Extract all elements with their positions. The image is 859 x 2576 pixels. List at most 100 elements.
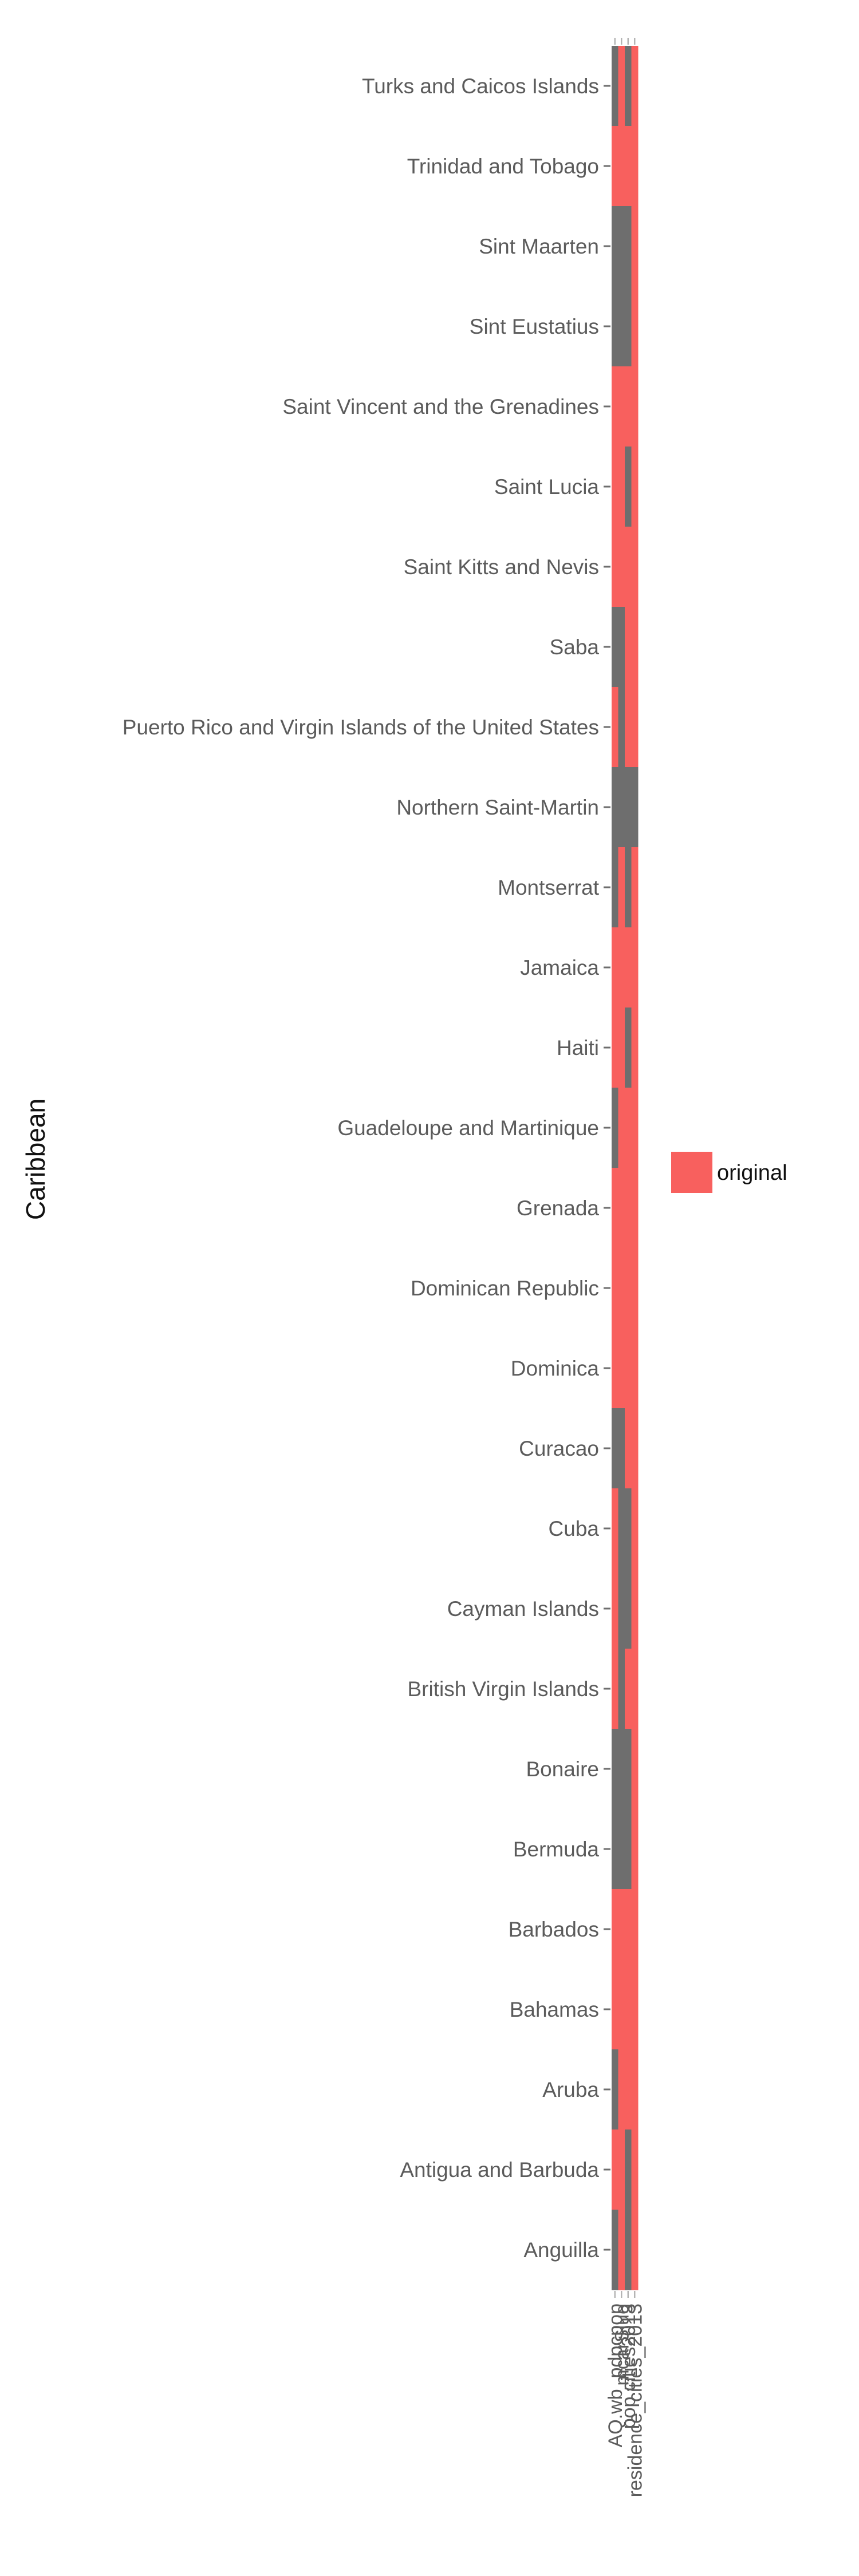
heatmap-cell (618, 2129, 625, 2210)
heatmap-cell (612, 1568, 618, 1649)
heatmap-cell (625, 206, 632, 287)
heatmap-cell (631, 366, 639, 447)
heatmap-cell (618, 527, 625, 607)
heatmap-cell (612, 847, 618, 928)
heatmap-cell (625, 1408, 632, 1489)
heatmap-cell (631, 1088, 639, 1168)
heatmap-cell (618, 2210, 625, 2290)
heatmap-cell (625, 1568, 632, 1649)
heatmap-cell (631, 1488, 639, 1569)
heatmap-cell (625, 1088, 632, 1168)
heatmap-cell (618, 687, 625, 768)
heatmap-cell (618, 447, 625, 527)
y-tick-label: Cayman Islands (447, 1597, 599, 1621)
heatmap-cell (612, 1408, 618, 1489)
heatmap-cell (618, 126, 625, 207)
heatmap-cell (625, 126, 632, 207)
heatmap-cell (631, 927, 639, 1008)
y-tick-label: Bonaire (526, 1757, 599, 1781)
y-tick-label: Bahamas (510, 1998, 599, 2021)
x-axis-ticks: AQ.wb_pdpcpopmcarSlugpop.cities2013resid… (605, 38, 646, 2497)
heatmap-cell (631, 1168, 639, 1249)
heatmap-cell (631, 1568, 639, 1649)
heatmap-cell (625, 1248, 632, 1329)
heatmap-cell (631, 286, 639, 367)
heatmap-cell (625, 1328, 632, 1409)
y-tick-label: British Virgin Islands (407, 1677, 599, 1701)
heatmap-cell (618, 607, 625, 688)
heatmap-cell (625, 607, 632, 688)
y-tick-label: Puerto Rico and Virgin Islands of the Un… (123, 716, 599, 739)
y-tick-label: Antigua and Barbuda (400, 2158, 599, 2182)
y-tick-label: Barbados (509, 1918, 599, 1941)
heatmap-cell (625, 1889, 632, 1970)
heatmap-cell (631, 1969, 639, 2050)
heatmap-cell (612, 1488, 618, 1569)
heatmap-cell (631, 1889, 639, 1970)
heatmap-cell (631, 206, 639, 287)
y-tick-label: Bermuda (513, 1838, 600, 1861)
y-tick-label: Trinidad and Tobago (407, 155, 599, 178)
y-tick-label: Montserrat (498, 876, 600, 899)
heatmap-cell (618, 2049, 625, 2130)
heatmap-cell (618, 1649, 625, 1729)
y-tick-label: Northern Saint-Martin (396, 796, 599, 819)
heatmap-cell (631, 847, 639, 928)
heatmap-cell (631, 1729, 639, 1809)
heatmap-cell (625, 1649, 632, 1729)
heatmap-cell (612, 1088, 618, 1168)
heatmap-cell (612, 927, 618, 1008)
heatmap-cell (625, 286, 632, 367)
y-axis: Turks and Caicos Islands Trinidad and Tob… (123, 74, 610, 2262)
y-tick-label: Aruba (542, 2078, 599, 2101)
heatmap-cell (631, 1248, 639, 1329)
y-tick-label: Sint Maarten (479, 235, 599, 258)
heatmap-cell (618, 206, 625, 287)
heatmap-cell (631, 2210, 639, 2290)
heatmap-cell (612, 46, 618, 127)
y-tick-label: Dominican Republic (411, 1277, 599, 1300)
y-tick-label: Saba (550, 635, 600, 659)
heatmap-cell (618, 1568, 625, 1649)
heatmap-cell (612, 206, 618, 287)
x-tick-label: pop.cities2013 (618, 2304, 640, 2429)
heatmap-cell (612, 2210, 618, 2290)
heatmap-cell (618, 767, 625, 848)
y-tick-label: Haiti (557, 1036, 599, 1060)
x-tick-label: residence_cities_2013 (624, 2304, 646, 2497)
heatmap-cell (625, 1488, 632, 1569)
heatmap-cell (612, 687, 618, 768)
heatmap-cell (612, 1729, 618, 1809)
y-tick-label: Anguilla (523, 2238, 599, 2262)
heatmap-cell (612, 286, 618, 367)
heatmap-cell (612, 767, 618, 848)
heatmap-cell (612, 1328, 618, 1409)
heatmap-cell (631, 1809, 639, 1890)
heatmap-cell (625, 2129, 632, 2210)
heatmap-cell (631, 1649, 639, 1729)
heatmap-cell (612, 1889, 618, 1970)
heatmap-cell (631, 1328, 639, 1409)
heatmap-cell (618, 1408, 625, 1489)
heatmap-cell (631, 687, 639, 768)
y-tick-label: Dominica (511, 1357, 600, 1380)
heatmap-cell (631, 46, 639, 127)
heatmap-cell (631, 1008, 639, 1088)
heatmap-cell (625, 1969, 632, 2050)
heatmap-cell (618, 1328, 625, 1409)
heatmap-cell (631, 767, 639, 848)
y-axis-title: Caribbean (21, 1099, 50, 1220)
heatmap-cell (612, 527, 618, 607)
heatmap-cell (631, 2049, 639, 2130)
heatmap-cell (618, 1729, 625, 1809)
heatmap-cell (631, 126, 639, 207)
heatmap-cell (612, 1248, 618, 1329)
heatmap-cell (625, 527, 632, 607)
y-tick-label: Grenada (517, 1196, 599, 1220)
heatmap-cell (625, 927, 632, 1008)
heatmap-cell (631, 527, 639, 607)
heatmap-cell (612, 2049, 618, 2130)
y-tick-label: Jamaica (520, 956, 599, 979)
heatmap-cell (625, 847, 632, 928)
